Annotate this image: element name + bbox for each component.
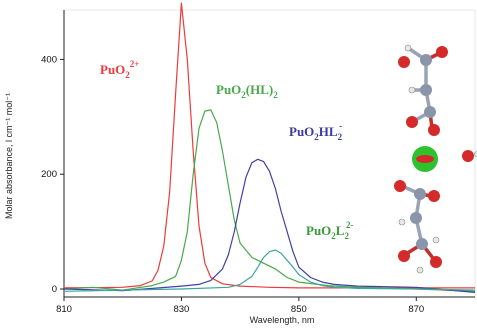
y-tick-label: 0 <box>52 284 57 295</box>
series-line-0 <box>63 2 475 289</box>
y-tick-label: 200 <box>41 169 57 180</box>
top-ligand <box>398 44 448 136</box>
x-tick-label: 850 <box>291 304 307 315</box>
molecule-illustration <box>394 44 477 274</box>
y-tick-label: 400 <box>41 54 57 65</box>
series-line-2 <box>63 158 476 293</box>
series-label-puo2-hl2: PuO2(HL)2 <box>216 82 278 100</box>
x-tick-label: 830 <box>173 304 189 315</box>
series-label-puo2-2plus: PuO22+ <box>100 59 139 80</box>
series-label-puo2l2-2minus: PuO2L22- <box>306 220 353 241</box>
series-line-3 <box>63 249 476 292</box>
x-tick-label: 810 <box>56 304 72 315</box>
y-axis-label: Molar absorbance, l cm⁻¹ mol⁻¹ <box>4 93 14 219</box>
series-label-puo2hl2-minus: PuO2HL2- <box>289 121 343 142</box>
x-tick-label: 870 <box>408 304 424 315</box>
bottom-ligand <box>394 180 442 274</box>
x-axis-label: Wavelength, nm <box>250 315 315 325</box>
series-line-1 <box>63 109 476 292</box>
